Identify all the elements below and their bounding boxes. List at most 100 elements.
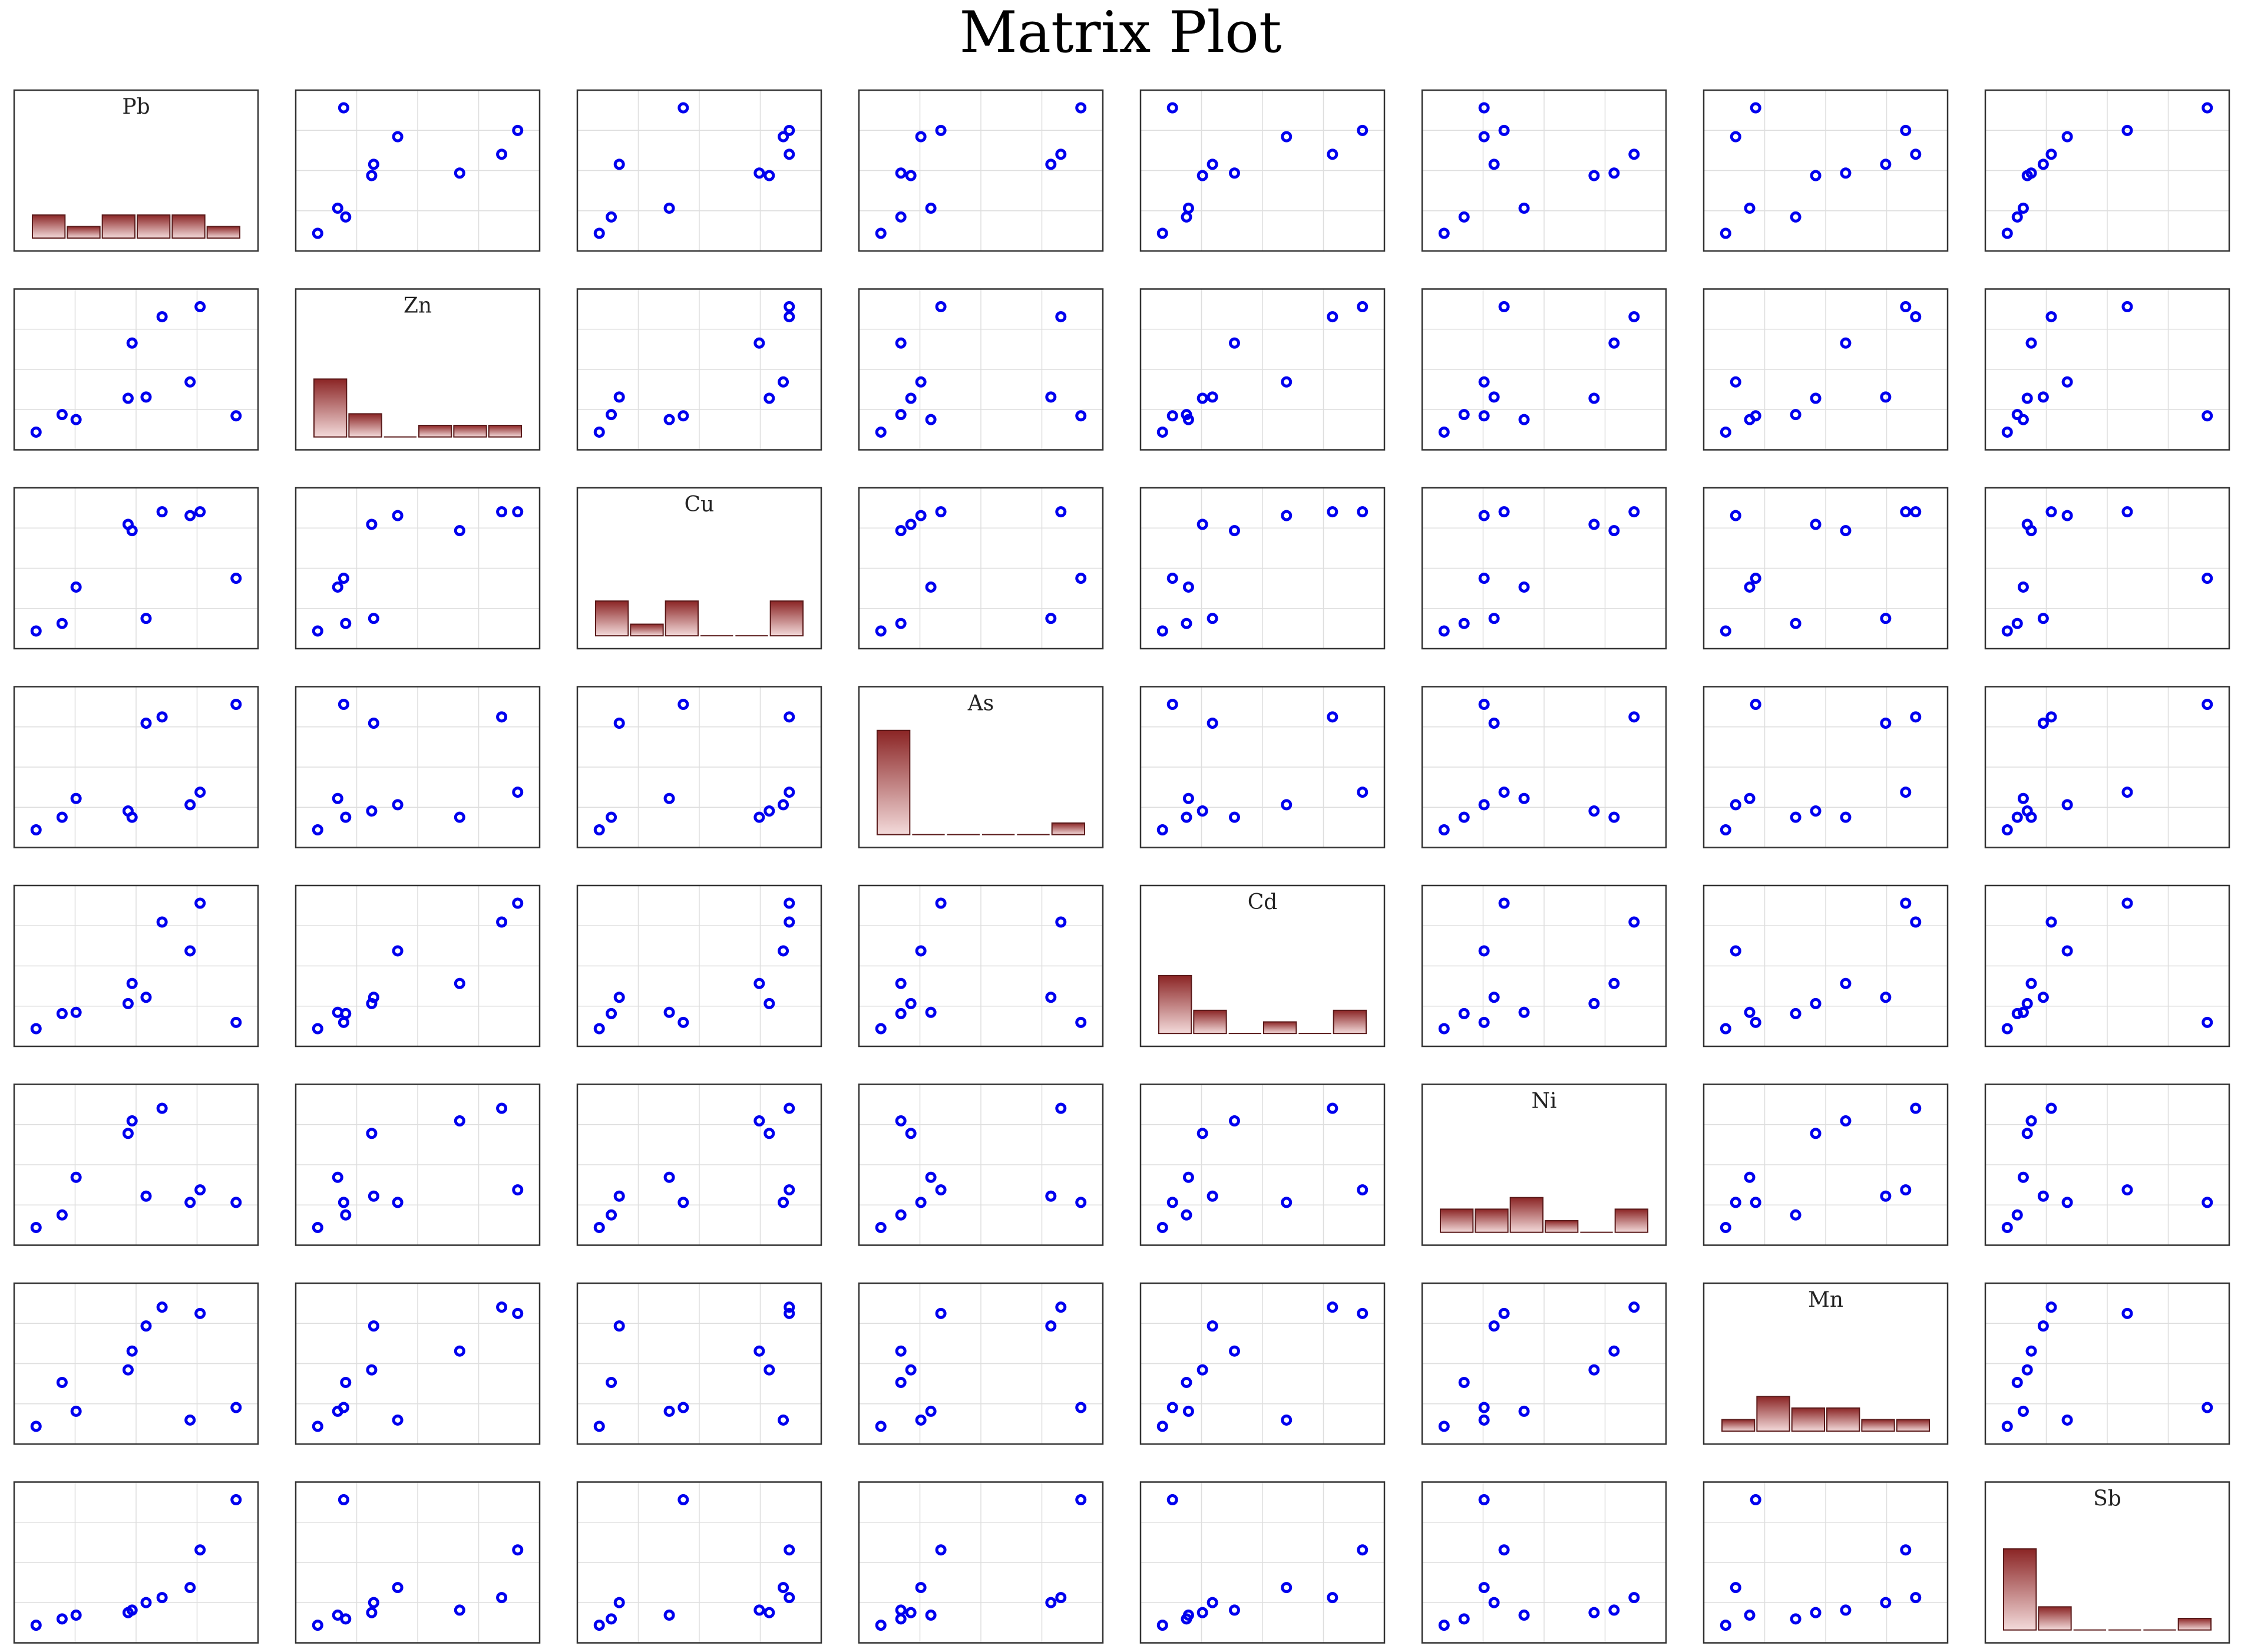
scatter-point (763, 1364, 775, 1376)
variable-label-zn: Zn (404, 294, 432, 318)
scatter-point (1910, 711, 1922, 723)
scatter-point (1182, 414, 1194, 425)
scatter-point (340, 1376, 352, 1388)
cell-frame (13, 1282, 259, 1445)
scatter-point (895, 977, 907, 989)
scatter-point (496, 1301, 508, 1313)
scatter-point (338, 1016, 349, 1028)
scatter-point (875, 426, 887, 438)
scatter-cell-pb-vs-zn (295, 89, 541, 252)
cell-frame (295, 1083, 541, 1246)
scatter-point (1900, 301, 1912, 313)
scatter-point (905, 392, 917, 404)
scatter-point (1880, 391, 1892, 403)
scatter-point (1438, 1619, 1450, 1631)
cell-frame (1703, 1481, 1949, 1644)
scatter-point (2061, 510, 2073, 521)
scatter-point (1910, 916, 1922, 928)
scatter-point (1196, 518, 1208, 530)
scatter-point (593, 824, 605, 835)
scatter-point (613, 158, 625, 170)
cell-frame (295, 686, 541, 848)
scatter-point (606, 1376, 617, 1388)
scatter-point (1327, 148, 1338, 160)
scatter-point (2202, 1197, 2213, 1208)
scatter-cell-cu-vs-sb (1984, 487, 2230, 650)
scatter-cell-pb-vs-ni (1421, 89, 1667, 252)
scatter-point (935, 1544, 947, 1556)
scatter-point (784, 1544, 795, 1556)
scatter-point (30, 824, 42, 835)
cell-frame (13, 686, 259, 848)
scatter-cell-zn-vs-sb (1984, 288, 2230, 451)
scatter-point (2017, 414, 2029, 425)
scatter-point (1207, 1320, 1218, 1332)
scatter-point (2025, 1345, 2037, 1357)
scatter-point (935, 1307, 947, 1319)
scatter-point (2202, 1402, 2213, 1413)
scatter-point (1588, 1607, 1600, 1618)
scatter-point (1730, 799, 1741, 811)
scatter-point (230, 573, 242, 584)
scatter-point (30, 625, 42, 637)
histogram-cell-sb: Sb (1984, 1481, 2230, 1644)
scatter-point (392, 131, 404, 143)
scatter-point (1720, 227, 1731, 239)
scatter-point (2121, 301, 2133, 313)
scatter-point (184, 799, 196, 811)
scatter-point (194, 787, 206, 798)
scatter-point (1458, 811, 1470, 823)
scatter-point (2061, 1414, 2073, 1426)
scatter-point (1744, 202, 1756, 214)
scatter-point (1228, 167, 1240, 179)
scatter-point (366, 1364, 378, 1376)
scatter-point (763, 805, 775, 817)
scatter-point (1045, 992, 1057, 1003)
scatter-point (778, 1414, 789, 1426)
scatter-point (2037, 158, 2049, 170)
cell-frame (858, 487, 1104, 650)
scatter-point (366, 805, 378, 817)
scatter-point (784, 1307, 795, 1319)
cell-frame (1139, 288, 1386, 451)
hist-bar (101, 214, 136, 239)
scatter-point (915, 131, 927, 143)
hist-bar (1545, 1220, 1579, 1233)
scatter-point (1196, 1607, 1208, 1618)
scatter-point (1588, 997, 1600, 1009)
scatter-point (753, 1345, 765, 1357)
scatter-point (895, 525, 907, 537)
scatter-point (2001, 625, 2013, 637)
scatter-point (1518, 792, 1530, 804)
scatter-point (2021, 997, 2033, 1009)
scatter-point (1488, 992, 1500, 1003)
scatter-point (2037, 391, 2049, 403)
scatter-point (368, 1597, 379, 1608)
scatter-point (915, 1414, 927, 1426)
scatter-point (312, 1420, 323, 1432)
scatter-point (1181, 811, 1192, 823)
scatter-point (70, 1405, 82, 1417)
scatter-point (2202, 1016, 2213, 1028)
scatter-point (2017, 1006, 2029, 1018)
scatter-point (1357, 301, 1369, 313)
scatter-point (184, 945, 196, 957)
scatter-point (1518, 414, 1530, 425)
scatter-point (454, 977, 465, 989)
variable-label-as: As (967, 692, 994, 716)
scatter-point (392, 799, 404, 811)
scatter-point (1055, 1102, 1067, 1114)
cell-frame (1703, 686, 1949, 848)
scatter-point (454, 811, 465, 823)
scatter-point (1045, 391, 1057, 403)
scatter-point (368, 992, 379, 1003)
scatter-point (1498, 124, 1510, 136)
scatter-point (1055, 1592, 1067, 1604)
scatter-point (1156, 1420, 1168, 1432)
scatter-point (338, 102, 349, 114)
scatter-point (2011, 1209, 2023, 1221)
scatter-point (1608, 525, 1620, 537)
scatter-cell-zn-vs-cu (576, 288, 822, 451)
scatter-point (1281, 376, 1293, 388)
scatter-point (366, 1128, 378, 1139)
